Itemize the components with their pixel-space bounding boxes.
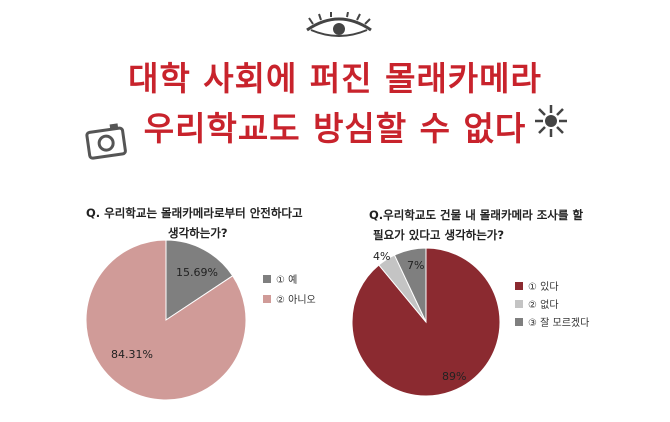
chart2-question: Q.우리학교도 건물 내 몰래카메라 조사를 할 필요가 있다고 생각하는가? bbox=[369, 205, 583, 245]
chart1-question-line2: 생각하는가? bbox=[168, 226, 228, 240]
chart1-legend-item-no: ② 아니오 bbox=[263, 291, 316, 306]
headline-line-2: 우리학교도 방심할 수 없다 bbox=[143, 109, 527, 148]
chart1-legend-label-no: ② 아니오 bbox=[276, 295, 316, 306]
chart2-legend-item-no: ② 없다 bbox=[515, 296, 559, 311]
chart2-legend-label-no: ② 없다 bbox=[528, 300, 559, 311]
eye-sketch-icon bbox=[306, 12, 372, 37]
chart2-pie bbox=[351, 247, 501, 397]
eye-burst-sketch-icon bbox=[535, 105, 567, 137]
chart1-question: Q. 우리학교는 몰래카메라로부터 안전하다고 생각하는가? bbox=[86, 203, 303, 243]
chart1-slice-1 bbox=[85, 239, 247, 401]
chart2-legend-item-unsure: ③ 잘 모르겠다 bbox=[515, 314, 589, 329]
chart2-slice-0 bbox=[351, 247, 501, 397]
chart1-question-line1: Q. 우리학교는 몰래카메라로부터 안전하다고 bbox=[86, 206, 303, 220]
chart1-legend-item-yes: ① 예 bbox=[263, 271, 297, 286]
headline-line-1: 대학 사회에 퍼진 몰래카메라 bbox=[128, 59, 542, 98]
chart1-legend-label-yes: ① 예 bbox=[276, 275, 298, 286]
chart2-legend-label-unsure: ③ 잘 모르겠다 bbox=[528, 318, 590, 329]
chart1-legend-swatch-yes bbox=[263, 274, 271, 283]
chart1-pie bbox=[85, 239, 247, 401]
chart2-slice-2 bbox=[393, 247, 427, 323]
chart2-legend-swatch-no bbox=[515, 299, 523, 308]
chart2-label-yes: 89% bbox=[442, 370, 467, 383]
chart1-legend-swatch-no bbox=[263, 294, 271, 303]
camera-sketch-icon bbox=[85, 123, 127, 160]
chart2-label-unsure: 7% bbox=[407, 259, 425, 272]
chart2-legend-label-yes: ① 있다 bbox=[528, 282, 559, 293]
chart2-label-no: 4% bbox=[373, 250, 391, 263]
chart1-slice-0 bbox=[165, 239, 234, 321]
chart2-question-line2: 필요가 있다고 생각하는가? bbox=[373, 228, 505, 242]
chart1-label-no: 84.31% bbox=[111, 348, 153, 361]
chart2-legend-swatch-unsure bbox=[515, 317, 523, 326]
chart1-label-yes: 15.69% bbox=[176, 266, 218, 279]
chart2-question-line1: Q.우리학교도 건물 내 몰래카메라 조사를 할 bbox=[369, 208, 584, 222]
chart2-legend-swatch-yes bbox=[515, 281, 523, 290]
chart2-legend-item-yes: ① 있다 bbox=[515, 278, 559, 293]
